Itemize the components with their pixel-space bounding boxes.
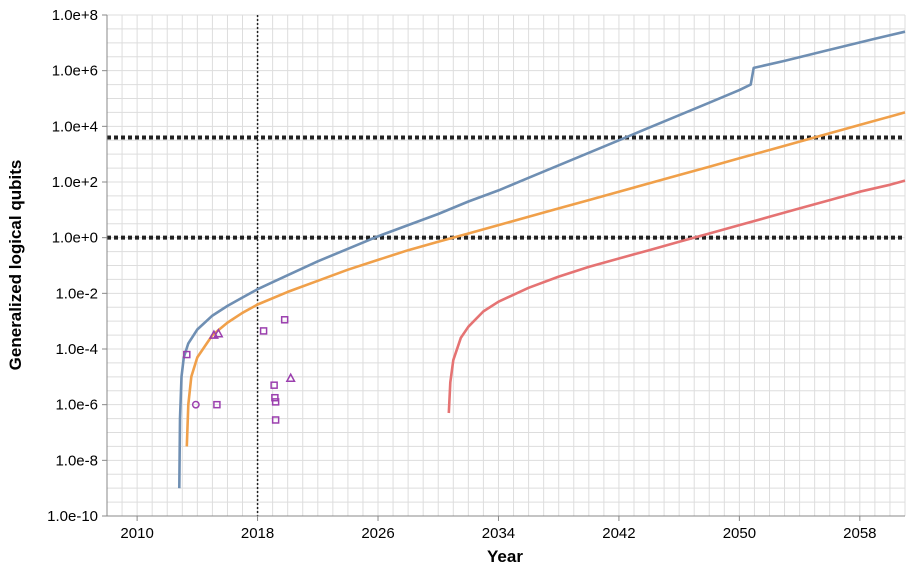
scatter-point-square xyxy=(271,398,280,406)
x-tick-label: 2050 xyxy=(723,525,756,542)
y-tick-label: 1.0e+4 xyxy=(52,118,98,135)
scatter-point-triangle xyxy=(213,328,224,338)
scatter-point-square xyxy=(183,350,191,359)
series-line-1 xyxy=(178,30,906,489)
y-tick-label: 1.0e+6 xyxy=(52,63,98,80)
series-lines xyxy=(178,30,906,489)
y-tick-label: 1.0e-2 xyxy=(55,285,98,302)
series-line-2 xyxy=(185,111,906,447)
axes xyxy=(102,14,905,521)
scatter-point-square xyxy=(271,393,279,402)
x-tick-label: 2034 xyxy=(482,525,515,542)
y-tick-label: 1.0e+2 xyxy=(52,174,98,191)
y-tick-label: 1.0e-10 xyxy=(47,508,98,525)
y-tick-label: 1.0e-8 xyxy=(55,452,98,469)
scatter-point-square xyxy=(259,327,268,335)
x-tick-label: 2018 xyxy=(241,525,274,542)
x-axis-title: Year xyxy=(487,547,523,566)
reference-lines xyxy=(107,15,905,516)
tick-labels: 2010 2018 2026 2034 2042 2050 2058 1.0e+8 1.0e+6… xyxy=(47,7,876,542)
x-tick-label: 2026 xyxy=(361,525,394,542)
x-tick-label: 2042 xyxy=(602,525,635,542)
y-axis-title: Generalized logical qubits xyxy=(6,160,25,371)
y-tick-label: 1.0e-4 xyxy=(55,341,98,358)
series-line-3 xyxy=(447,179,906,414)
x-tick-label: 2010 xyxy=(120,525,153,542)
scatter-points xyxy=(183,316,296,424)
y-tick-label: 1.0e+8 xyxy=(52,7,98,24)
x-tick-label: 2058 xyxy=(843,525,876,542)
scatter-point-triangle xyxy=(285,372,296,382)
y-tick-label: 1.0e+0 xyxy=(52,230,98,247)
y-tick-label: 1.0e-6 xyxy=(55,397,98,414)
scatter-point-square xyxy=(271,416,280,424)
grid xyxy=(106,14,906,517)
scatter-point-square xyxy=(280,316,289,324)
scatter-point-square xyxy=(213,400,221,409)
scatter-point-square xyxy=(270,381,278,389)
scatter-point-circle xyxy=(191,400,200,409)
